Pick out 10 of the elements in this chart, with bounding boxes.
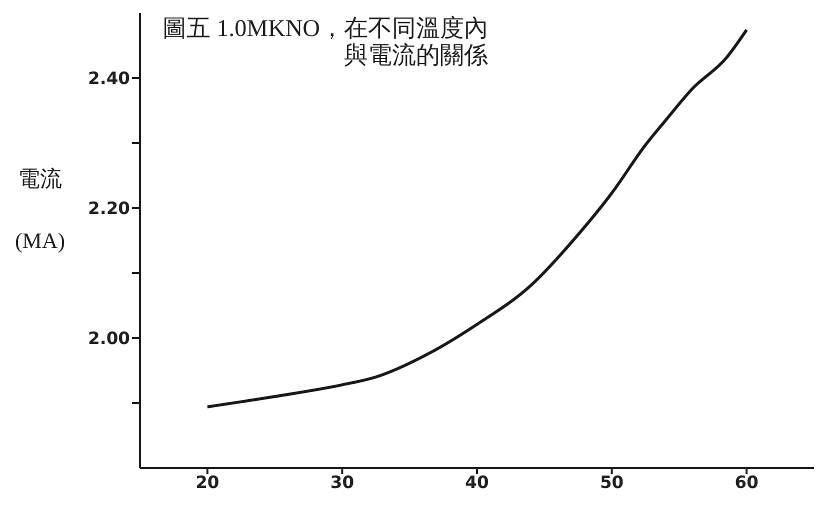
x-tick-label: 20: [196, 473, 220, 494]
y-tick-label: 2.40: [88, 69, 130, 90]
x-tick-label: 30: [330, 473, 354, 494]
text: 電流 (MA): [14, 166, 66, 253]
y-tick-label: 2.00: [88, 329, 130, 350]
text: 圖五 1.0MKNO，在不同溫度內與電流的關係: [162, 16, 488, 70]
x-tick-label: 40: [465, 473, 489, 494]
x-tick-label: 60: [734, 473, 759, 494]
y-tick-label: 2.20: [88, 199, 130, 220]
x-tick-label: 50: [600, 473, 624, 494]
